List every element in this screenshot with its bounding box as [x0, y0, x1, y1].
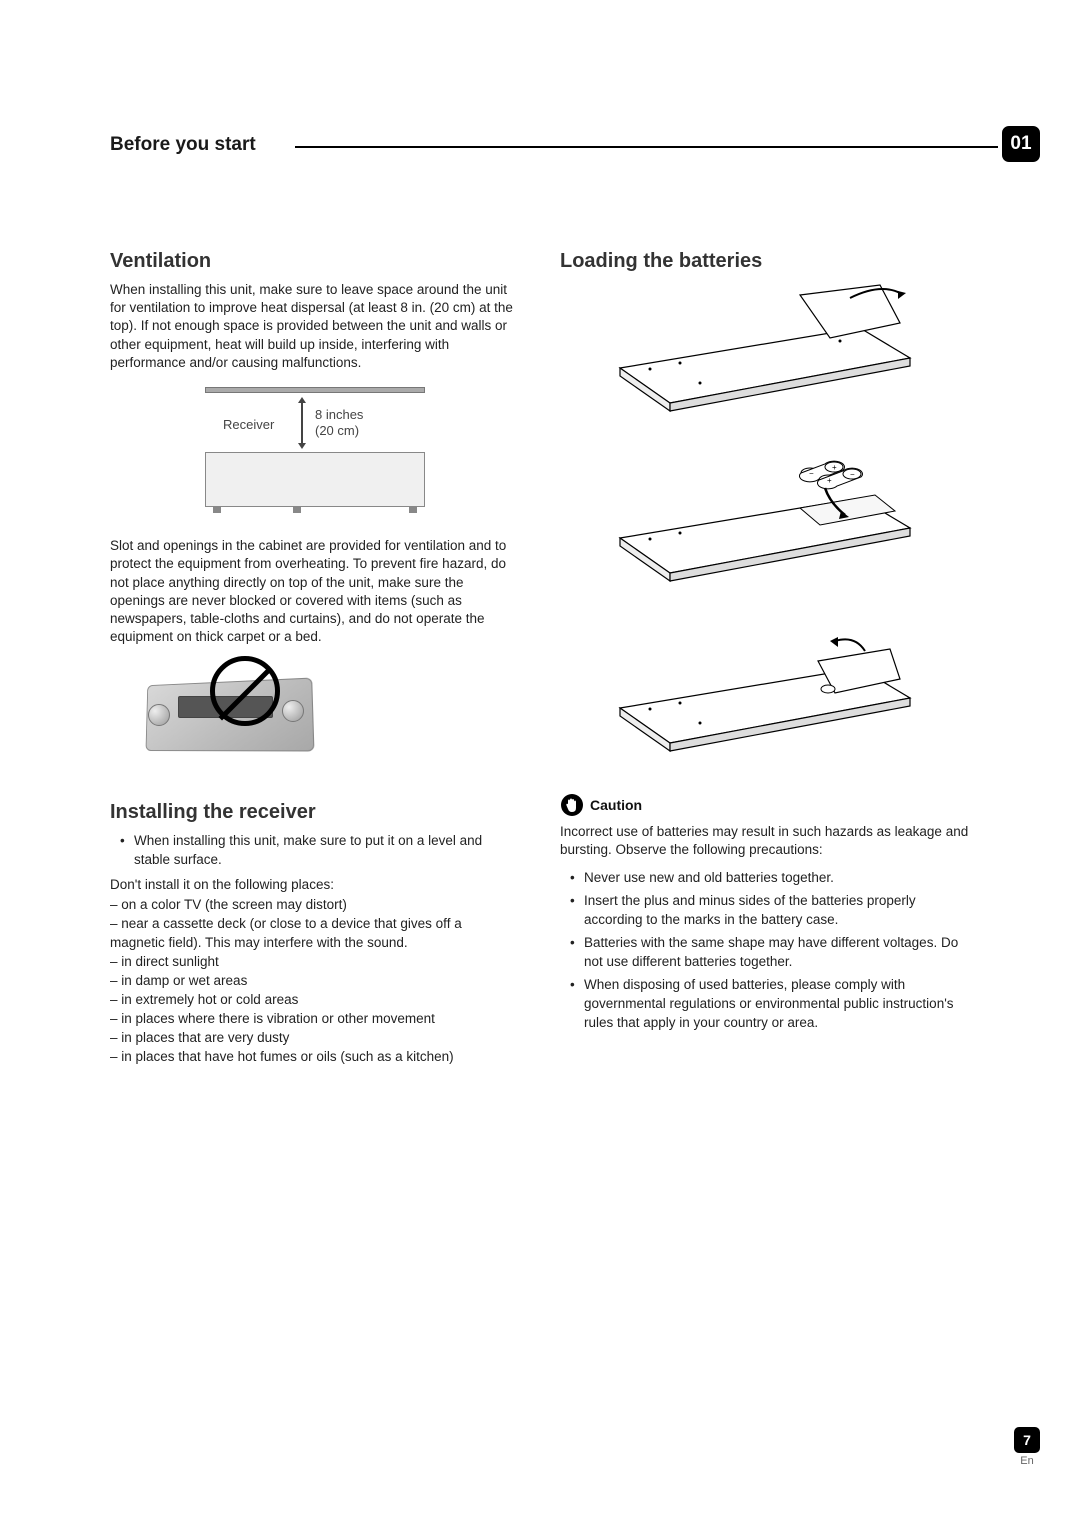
diagram-receiver-box	[205, 452, 425, 507]
ventilation-heading: Ventilation	[110, 250, 520, 273]
dont-item: – in places where there is vibration or …	[110, 1010, 520, 1029]
svg-text:−: −	[809, 469, 814, 478]
dont-item: – in damp or wet areas	[110, 972, 520, 991]
batteries-heading: Loading the batteries	[560, 250, 970, 273]
dont-item: – in extremely hot or cold areas	[110, 991, 520, 1010]
ventilation-paragraph-1: When installing this unit, make sure to …	[110, 281, 520, 372]
diagram-receiver-feet	[205, 507, 425, 513]
dont-item: – in places that are very dusty	[110, 1029, 520, 1048]
caution-bullet: Never use new and old batteries together…	[574, 869, 970, 888]
installing-bullet-1: When installing this unit, make sure to …	[124, 832, 520, 870]
caution-label: Caution	[590, 797, 642, 813]
dont-item: – on a color TV (the screen may distort)	[110, 896, 520, 915]
chapter-header: Before you start 01	[110, 130, 970, 170]
remote-battery-illustration: − + + −	[600, 283, 930, 763]
installing-heading: Installing the receiver	[110, 801, 520, 824]
svg-text:+: +	[827, 476, 832, 485]
installing-dont-list: – on a color TV (the screen may distort)…	[110, 896, 520, 1066]
svg-text:−: −	[850, 470, 855, 479]
gap-label-inches: 8 inches	[315, 407, 363, 422]
dont-item: – near a cassette deck (or close to a de…	[110, 915, 520, 953]
caution-bullet: Insert the plus and minus sides of the b…	[574, 892, 970, 930]
chapter-title: Before you start	[110, 134, 256, 156]
ventilation-paragraph-2: Slot and openings in the cabinet are pro…	[110, 537, 520, 646]
installing-dont-intro: Don't install it on the following places…	[110, 876, 520, 894]
remote-step-3	[600, 623, 930, 763]
diagram-ceiling	[205, 387, 425, 393]
right-column: Loading the batteries	[560, 250, 970, 1074]
page-language: En	[1014, 1455, 1040, 1467]
caution-bullet-list: Never use new and old batteries together…	[560, 869, 970, 1032]
caution-hand-icon	[560, 793, 584, 817]
dont-item: – in places that have hot fumes or oils …	[110, 1048, 520, 1067]
caution-paragraph: Incorrect use of batteries may result in…	[560, 823, 970, 859]
caution-bullet: When disposing of used batteries, please…	[574, 976, 970, 1033]
chapter-number-badge: 01	[1002, 126, 1040, 162]
remote-step-1	[600, 283, 930, 423]
left-column: Ventilation When installing this unit, m…	[110, 250, 520, 1074]
diagram-gap-label: 8 inches (20 cm)	[315, 407, 363, 440]
page-number: 7	[1014, 1427, 1040, 1453]
diagram-receiver-label: Receiver	[223, 417, 274, 432]
prohibit-icon	[210, 656, 280, 726]
caution-bullet: Batteries with the same shape may have d…	[574, 934, 970, 972]
ventilation-diagram: 8 inches (20 cm) Receiver	[205, 387, 425, 517]
receiver-prohibit-illustration	[130, 656, 330, 776]
page-footer: 7 En	[1014, 1427, 1040, 1467]
dont-item: – in direct sunlight	[110, 953, 520, 972]
content-columns: Ventilation When installing this unit, m…	[110, 250, 970, 1074]
gap-label-cm: (20 cm)	[315, 423, 359, 438]
installing-bullet-list: When installing this unit, make sure to …	[110, 832, 520, 870]
caution-row: Caution	[560, 793, 970, 817]
chapter-divider-line	[295, 146, 998, 148]
svg-text:+: +	[832, 463, 837, 472]
diagram-gap-arrow	[301, 399, 303, 447]
remote-step-2: − + + −	[600, 453, 930, 593]
